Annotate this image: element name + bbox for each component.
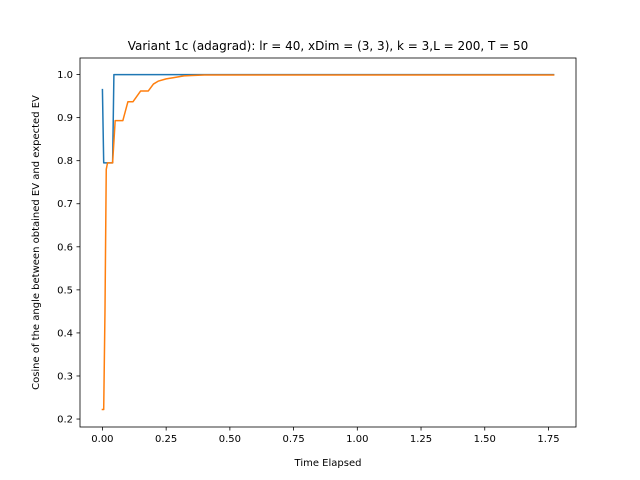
x-axis: 0.00 0.25 0.50 0.75 1.00 1.25 1.50 1.75 bbox=[91, 427, 560, 445]
y-tick-label: 0.5 bbox=[57, 285, 73, 296]
y-tick-label: 0.7 bbox=[57, 199, 73, 210]
x-tick-label: 0.25 bbox=[155, 434, 177, 445]
x-tick-label: 0.00 bbox=[91, 434, 113, 445]
y-tick-label: 0.2 bbox=[57, 415, 73, 426]
x-tick-label: 1.00 bbox=[346, 434, 368, 445]
y-axis: 0.2 0.3 0.4 0.5 0.6 0.7 0.8 0.9 1.0 bbox=[57, 70, 80, 426]
y-tick-label: 1.0 bbox=[57, 70, 73, 81]
series-line-2 bbox=[101, 74, 555, 411]
y-tick-label: 0.8 bbox=[57, 156, 73, 167]
y-tick-label: 0.6 bbox=[57, 242, 73, 253]
x-tick-label: 0.75 bbox=[282, 434, 304, 445]
y-tick-label: 0.3 bbox=[57, 371, 73, 382]
x-tick-label: 1.25 bbox=[410, 434, 432, 445]
x-tick-label: 1.50 bbox=[474, 434, 496, 445]
x-axis-label: Time Elapsed bbox=[294, 458, 362, 469]
x-tick-label: 1.75 bbox=[537, 434, 559, 445]
series-layer bbox=[101, 73, 555, 411]
y-tick-label: 0.9 bbox=[57, 113, 73, 124]
series-line-1 bbox=[101, 73, 555, 164]
chart-title: Variant 1c (adagrad): lr = 40, xDim = (3… bbox=[128, 39, 529, 53]
y-axis-label: Cosine of the angle between obtained EV … bbox=[31, 95, 42, 390]
y-tick-label: 0.4 bbox=[57, 328, 73, 339]
plot-frame bbox=[79, 57, 577, 428]
x-tick-label: 0.50 bbox=[219, 434, 241, 445]
